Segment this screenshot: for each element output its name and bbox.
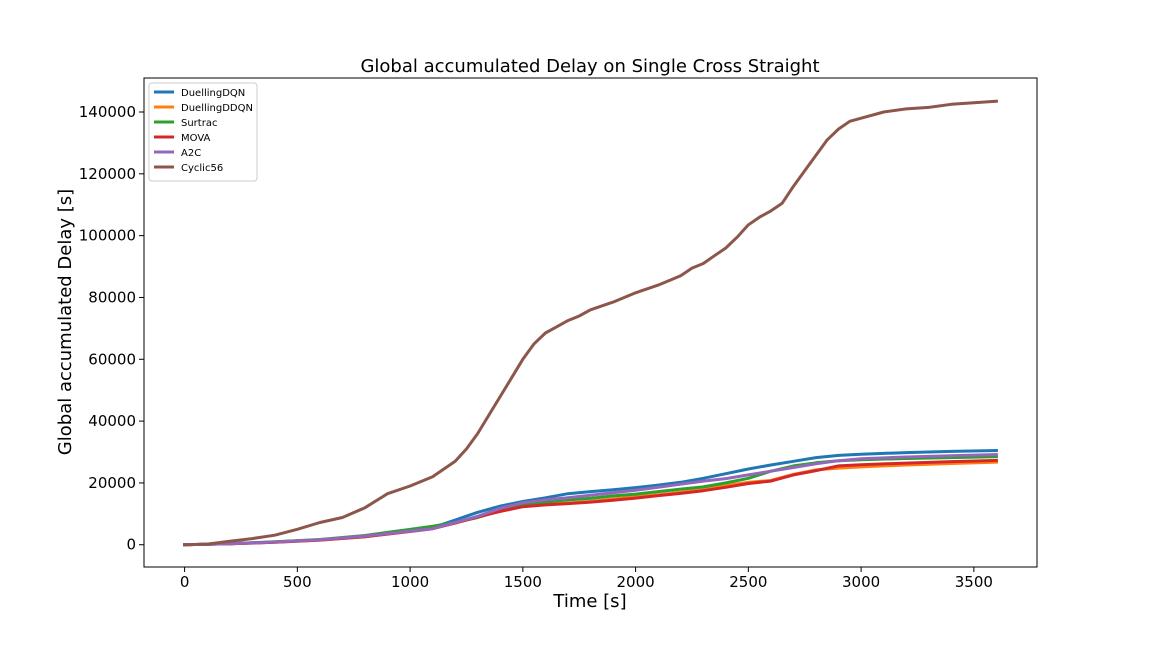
plot-area — [143, 77, 1038, 568]
plot-frame — [143, 77, 1038, 568]
series-layer — [183, 99, 998, 547]
y-tick-label: 80000 — [88, 288, 136, 306]
x-tick-label: 3500 — [955, 573, 993, 591]
legend-entry: DuellingDQN — [181, 88, 245, 99]
series-line-a2c — [183, 452, 998, 547]
chart-title: Global accumulated Delay on Single Cross… — [360, 56, 819, 77]
x-tick-label: 2000 — [617, 573, 655, 591]
y-tick-label: 100000 — [79, 227, 136, 245]
y-tick-label: 140000 — [79, 103, 136, 121]
y-tick-label: 40000 — [88, 412, 136, 430]
legend-box — [148, 82, 258, 182]
x-tick-label: 2500 — [729, 573, 767, 591]
legend-entry: Surtrac — [181, 118, 217, 129]
series-line-mova — [183, 458, 998, 547]
y-tick-label: 20000 — [88, 474, 136, 492]
legend: DuellingDQN DuellingDDQN Surtrac MOVA A2C Cyc… — [148, 82, 258, 182]
legend-entry: A2C — [181, 148, 201, 159]
y-axis: 0 20000 40000 60000 80000 100000 120000 140000 — [79, 103, 144, 554]
series-line-cyclic56 — [183, 99, 998, 547]
x-tick-label: 500 — [283, 573, 312, 591]
y-tick-label: 120000 — [79, 165, 136, 183]
y-tick-label: 60000 — [88, 350, 136, 368]
y-tick-label: 0 — [126, 536, 136, 554]
x-tick-label: 3000 — [842, 573, 880, 591]
x-axis-label: Time [s] — [552, 591, 626, 612]
legend-entry: Cyclic56 — [181, 163, 223, 174]
y-axis-label: Global accumulated Delay [s] — [55, 189, 76, 455]
x-tick-label: 0 — [180, 573, 190, 591]
legend-entry: DuellingDDQN — [181, 103, 253, 114]
legend-entry: MOVA — [181, 133, 211, 144]
x-tick-label: 1000 — [391, 573, 429, 591]
x-tick-label: 1500 — [504, 573, 542, 591]
x-axis: 0 500 1000 1500 2000 2500 3000 3500 — [180, 567, 993, 591]
